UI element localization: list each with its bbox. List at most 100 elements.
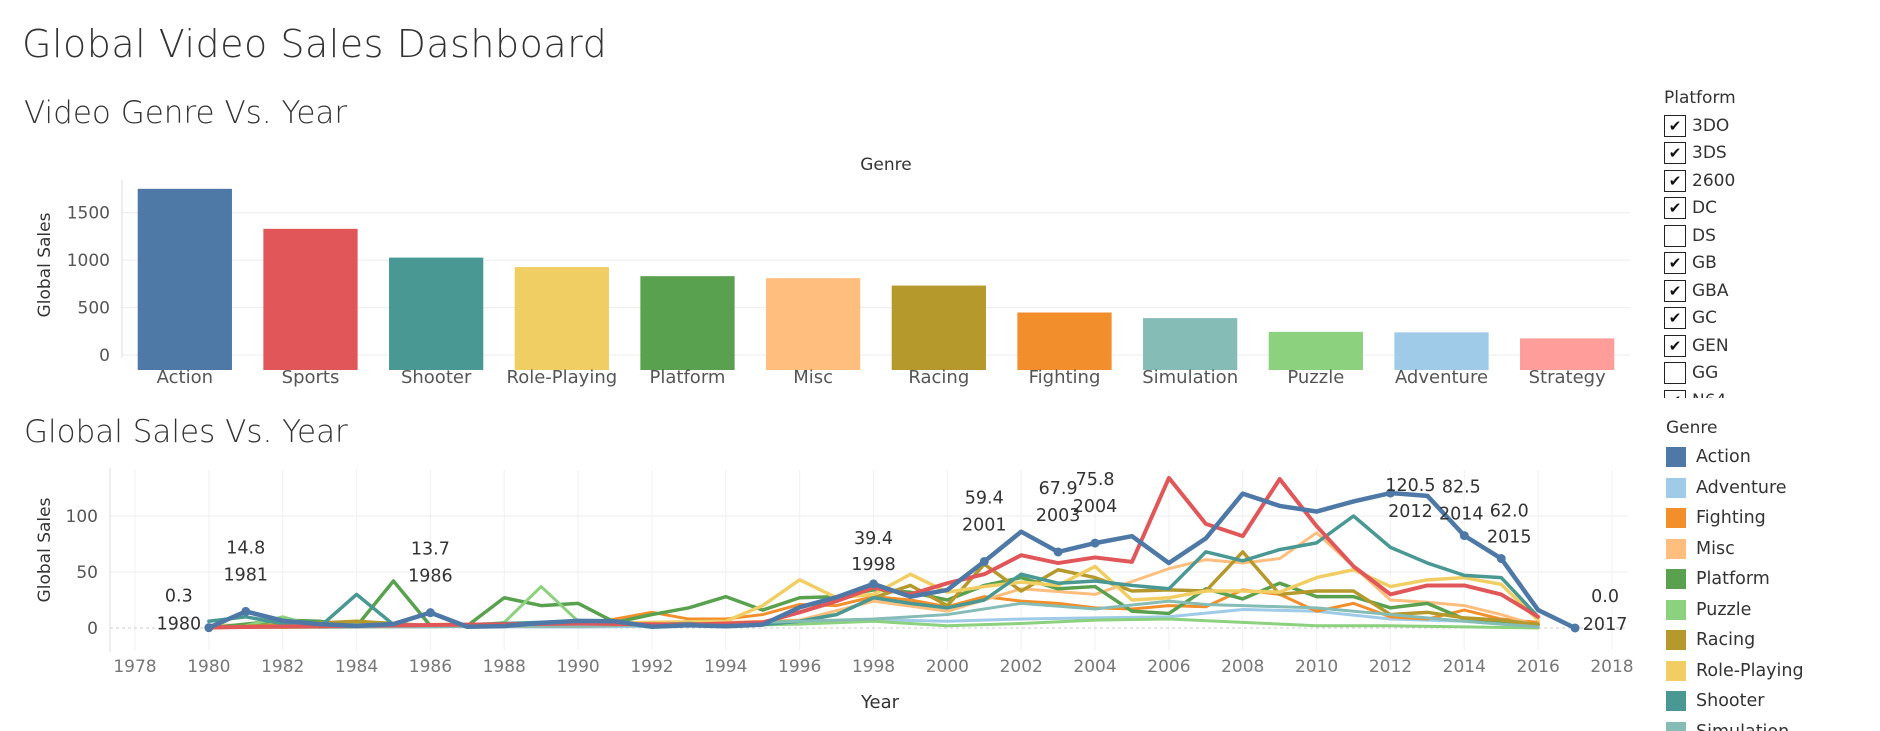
bar-sports	[263, 228, 358, 370]
line-x-label: Year	[860, 692, 900, 713]
genre-legend-item[interactable]: Adventure	[1666, 473, 1866, 504]
genre-legend-item[interactable]: Puzzle	[1666, 595, 1866, 626]
platform-label: 3DO	[1692, 115, 1730, 136]
genre-swatch	[1666, 660, 1686, 681]
line-x-tick: 2004	[1073, 657, 1116, 677]
genre-swatch	[1666, 721, 1686, 731]
bar-chart-title: Video Genre Vs. Year	[24, 95, 348, 131]
genre-label: Shooter	[1696, 691, 1765, 712]
annotation-value: 13.7	[411, 540, 450, 560]
annotation-year: 1986	[408, 567, 453, 587]
platform-filter-item[interactable]: ✔ GC	[1664, 305, 1814, 333]
genre-legend-item[interactable]: Platform	[1666, 564, 1866, 595]
annotation-year: 1980	[157, 615, 202, 635]
line-x-tick: 2002	[1000, 657, 1043, 677]
platform-checkbox[interactable]	[1664, 362, 1686, 385]
line-x-tick: 2008	[1221, 657, 1264, 677]
platform-checkbox[interactable]: ✔	[1664, 334, 1686, 357]
genre-swatch	[1666, 538, 1686, 559]
bar-category-label: Role-Playing	[507, 367, 618, 388]
bar-role-playing	[514, 267, 609, 370]
annotation-value: 0.3	[165, 587, 193, 607]
platform-checkbox[interactable]	[1664, 224, 1686, 247]
platform-label: GC	[1692, 308, 1718, 329]
annotation-year: 2015	[1487, 528, 1532, 548]
series-line-role-playing	[428, 564, 1540, 627]
line-x-tick: 1996	[778, 657, 821, 677]
genre-legend-item[interactable]: Misc	[1666, 534, 1866, 565]
genre-legend-item[interactable]: Role-Playing	[1666, 656, 1866, 687]
platform-checkbox[interactable]: ✔	[1664, 114, 1686, 137]
annotation-point	[1459, 531, 1469, 541]
bar-chart-header: Genre	[860, 155, 911, 175]
bar-y-tick: 1000	[67, 251, 110, 271]
line-x-tick: 1994	[704, 657, 747, 677]
bar-category-label: Adventure	[1395, 367, 1488, 388]
platform-filter-item[interactable]: ✔ GBA	[1664, 277, 1814, 305]
genre-label: Misc	[1696, 538, 1735, 559]
platform-label: GEN	[1692, 335, 1729, 356]
annotation-year: 2001	[962, 515, 1007, 535]
line-x-tick: 1984	[335, 657, 378, 677]
annotation-point	[1053, 547, 1063, 557]
platform-checkbox[interactable]: ✔	[1664, 389, 1686, 398]
line-y-tick: 0	[87, 619, 98, 639]
platform-filter-item[interactable]: ✔ 3DO	[1664, 112, 1814, 140]
platform-checkbox[interactable]: ✔	[1664, 142, 1686, 165]
platform-filter-list[interactable]: ✔ 3DO ✔ 3DS ✔ 2600 ✔ DC DS ✔ GB ✔ GBA ✔ GC ✔ GEN GG ✔ N64	[1664, 112, 1814, 398]
line-x-tick: 2010	[1295, 657, 1338, 677]
platform-filter-item[interactable]: ✔ N64	[1664, 387, 1814, 398]
genre-legend-item[interactable]: Shooter	[1666, 686, 1866, 717]
platform-filter-item[interactable]: GG	[1664, 360, 1814, 388]
dashboard-title: Global Video Sales Dashboard	[22, 22, 608, 66]
platform-filter-item[interactable]: ✔ 3DS	[1664, 140, 1814, 168]
genre-legend-item[interactable]: Action	[1666, 442, 1866, 473]
bar-racing	[891, 285, 986, 370]
platform-filter-item[interactable]: ✔ GB	[1664, 250, 1814, 278]
bar-shooter	[389, 257, 484, 370]
platform-checkbox[interactable]: ✔	[1664, 307, 1686, 330]
platform-checkbox[interactable]: ✔	[1664, 197, 1686, 220]
line-x-tick: 1978	[113, 657, 156, 677]
line-y-label: Global Sales	[35, 497, 55, 602]
annotation-year: 1981	[224, 565, 269, 585]
bar-misc	[766, 278, 861, 370]
genre-swatch	[1666, 508, 1686, 529]
line-x-tick: 2018	[1590, 657, 1633, 677]
line-x-tick: 2014	[1443, 657, 1486, 677]
line-x-tick: 1982	[261, 657, 304, 677]
genre-legend-item[interactable]: Simulation	[1666, 717, 1866, 731]
annotation-point	[241, 606, 251, 616]
genre-label: Racing	[1696, 630, 1756, 651]
annotation-value: 75.8	[1076, 470, 1115, 490]
series-line-fighting	[207, 588, 1540, 629]
platform-filter-item[interactable]: ✔ GEN	[1664, 332, 1814, 360]
platform-filter-item[interactable]: ✔ DC	[1664, 195, 1814, 223]
platform-checkbox[interactable]: ✔	[1664, 252, 1686, 275]
bar-adventure	[1394, 332, 1489, 370]
bar-y-tick: 0	[99, 346, 110, 366]
genre-legend-item[interactable]: Fighting	[1666, 503, 1866, 534]
genre-legend-item[interactable]: Racing	[1666, 625, 1866, 656]
annotation-point	[869, 579, 878, 589]
platform-checkbox[interactable]: ✔	[1664, 169, 1686, 192]
bar-category-label: Shooter	[401, 367, 472, 388]
series-line-action	[206, 490, 1578, 631]
annotation-value: 82.5	[1442, 478, 1481, 498]
genre-swatch	[1666, 447, 1686, 468]
bar-strategy	[1520, 338, 1615, 370]
annotation-value: 59.4	[965, 488, 1004, 508]
platform-filter-item[interactable]: DS	[1664, 222, 1814, 250]
platform-checkbox[interactable]: ✔	[1664, 279, 1686, 302]
platform-label: 2600	[1692, 170, 1736, 191]
annotation-point	[979, 556, 989, 566]
platform-label: N64	[1692, 391, 1726, 398]
bar-action	[137, 188, 232, 370]
line-x-tick: 1990	[556, 657, 599, 677]
annotation-year: 2017	[1583, 615, 1628, 635]
sales-line-chart: 1978 1980 1982 1984 1986 1988 1990 1992 1994 1996…	[35, 468, 1634, 713]
platform-filter-item[interactable]: ✔ 2600	[1664, 167, 1814, 195]
line-x-tick: 1988	[483, 657, 526, 677]
bar-y-label: Global Sales	[35, 212, 55, 317]
genre-label: Fighting	[1696, 508, 1766, 529]
